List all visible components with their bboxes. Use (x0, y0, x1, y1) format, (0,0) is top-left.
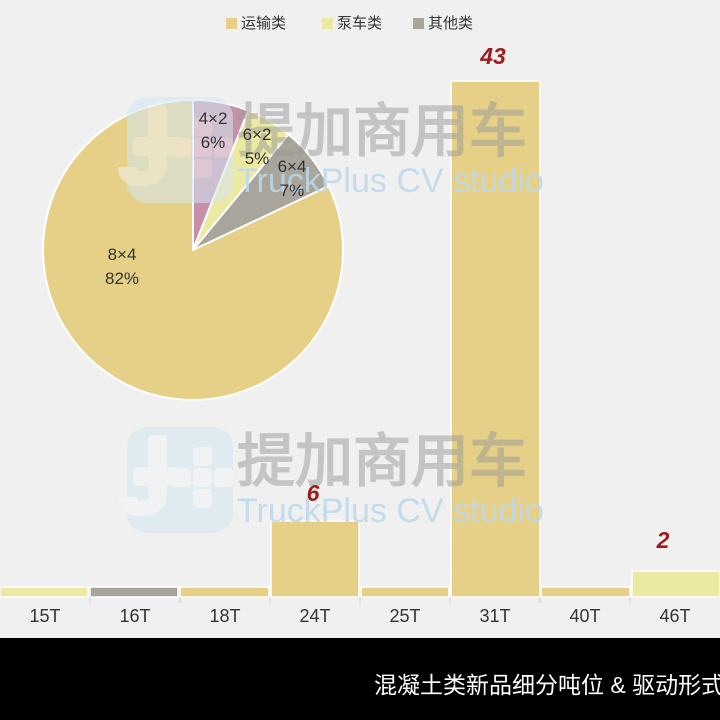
svg-text:6: 6 (307, 480, 320, 506)
svg-text:7%: 7% (280, 181, 305, 200)
svg-text:6×4: 6×4 (278, 157, 307, 176)
svg-text:25T: 25T (389, 606, 420, 626)
svg-text:16T: 16T (119, 606, 150, 626)
svg-text:18T: 18T (209, 606, 240, 626)
svg-text:8×4: 8×4 (108, 245, 137, 264)
svg-text:43: 43 (479, 43, 506, 69)
svg-text:15T: 15T (29, 606, 60, 626)
svg-text:其他类: 其他类 (428, 15, 473, 32)
svg-text:46T: 46T (659, 606, 690, 626)
svg-text:提加商用车: 提加商用车 (237, 99, 527, 164)
svg-text:31T: 31T (479, 606, 510, 626)
svg-text:6×2: 6×2 (243, 125, 272, 144)
svg-text:40T: 40T (569, 606, 600, 626)
svg-text:6%: 6% (201, 133, 226, 152)
svg-text:82%: 82% (105, 269, 139, 288)
svg-text:2: 2 (656, 527, 670, 553)
svg-text:运输类: 运输类 (241, 15, 286, 32)
svg-text:TruckPlus CV studio: TruckPlus CV studio (237, 492, 544, 530)
svg-text:24T: 24T (299, 606, 330, 626)
svg-text:4×2: 4×2 (199, 109, 228, 128)
svg-text:提加商用车: 提加商用车 (237, 429, 527, 494)
svg-text:5%: 5% (245, 149, 270, 168)
svg-text:泵车类: 泵车类 (337, 15, 382, 32)
